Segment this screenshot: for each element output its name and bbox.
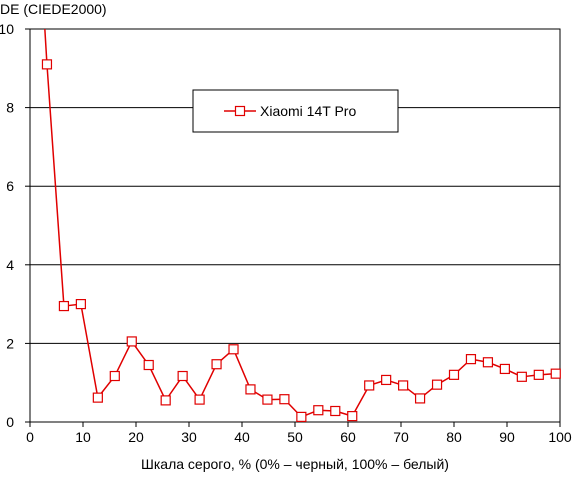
data-point-marker bbox=[313, 405, 324, 416]
y-tick-label: 8 bbox=[6, 100, 14, 116]
data-point-marker bbox=[143, 359, 154, 371]
data-point-marker bbox=[398, 380, 409, 391]
data-point-marker bbox=[177, 370, 188, 382]
data-point-marker bbox=[414, 393, 426, 404]
x-tick-label: 0 bbox=[26, 429, 34, 445]
data-point-marker bbox=[381, 374, 392, 386]
data-point-marker bbox=[245, 384, 256, 395]
x-tick-label: 20 bbox=[128, 429, 144, 445]
data-point-marker bbox=[228, 344, 239, 355]
x-tick-label: 50 bbox=[287, 429, 303, 445]
data-point-marker bbox=[448, 369, 460, 380]
y-tick-label: 6 bbox=[6, 178, 14, 194]
y-tick-label: 10 bbox=[0, 21, 14, 37]
data-point-marker bbox=[211, 359, 222, 370]
data-point-marker bbox=[75, 299, 86, 310]
data-point-marker bbox=[465, 354, 477, 365]
x-tick-label: 90 bbox=[499, 429, 515, 445]
data-point-marker bbox=[550, 368, 561, 379]
y-axis-label: DE (CIEDE2000) bbox=[0, 1, 107, 17]
data-point-marker bbox=[160, 395, 171, 406]
data-point-marker bbox=[92, 392, 103, 403]
data-point-marker bbox=[364, 380, 375, 391]
y-tick-label: 0 bbox=[6, 414, 14, 430]
data-point-marker bbox=[482, 357, 494, 368]
legend-marker-icon bbox=[234, 105, 246, 117]
data-point-marker bbox=[533, 369, 544, 380]
x-tick-label: 70 bbox=[393, 429, 409, 445]
data-point-marker bbox=[41, 59, 53, 70]
data-point-marker bbox=[262, 394, 273, 405]
x-tick-label: 40 bbox=[234, 429, 250, 445]
y-tick-label: 2 bbox=[6, 335, 14, 351]
data-point-marker bbox=[499, 363, 510, 375]
data-point-marker bbox=[279, 394, 290, 405]
data-point-marker bbox=[431, 379, 443, 390]
data-point-marker bbox=[58, 300, 70, 312]
data-point-marker bbox=[126, 336, 137, 347]
series-layer bbox=[41, 28, 561, 422]
legend: Xiaomi 14T Pro bbox=[192, 89, 399, 133]
data-point-marker bbox=[330, 405, 341, 417]
x-tick-label: 60 bbox=[340, 429, 356, 445]
data-point-marker bbox=[516, 371, 527, 382]
data-point-marker bbox=[194, 394, 205, 405]
legend-label: Xiaomi 14T Pro bbox=[260, 103, 356, 119]
x-tick-label: 10 bbox=[75, 429, 91, 445]
legend-box bbox=[192, 89, 399, 133]
y-tick-label: 4 bbox=[6, 257, 14, 273]
x-tick-label: 100 bbox=[548, 429, 572, 445]
data-point-marker bbox=[347, 411, 358, 422]
data-point-marker bbox=[296, 411, 307, 422]
x-axis-label: Шкала серого, % (0% – черный, 100% – бел… bbox=[141, 456, 449, 472]
x-tick-label: 80 bbox=[446, 429, 462, 445]
data-point-marker bbox=[109, 370, 120, 382]
x-tick-label: 30 bbox=[181, 429, 197, 445]
